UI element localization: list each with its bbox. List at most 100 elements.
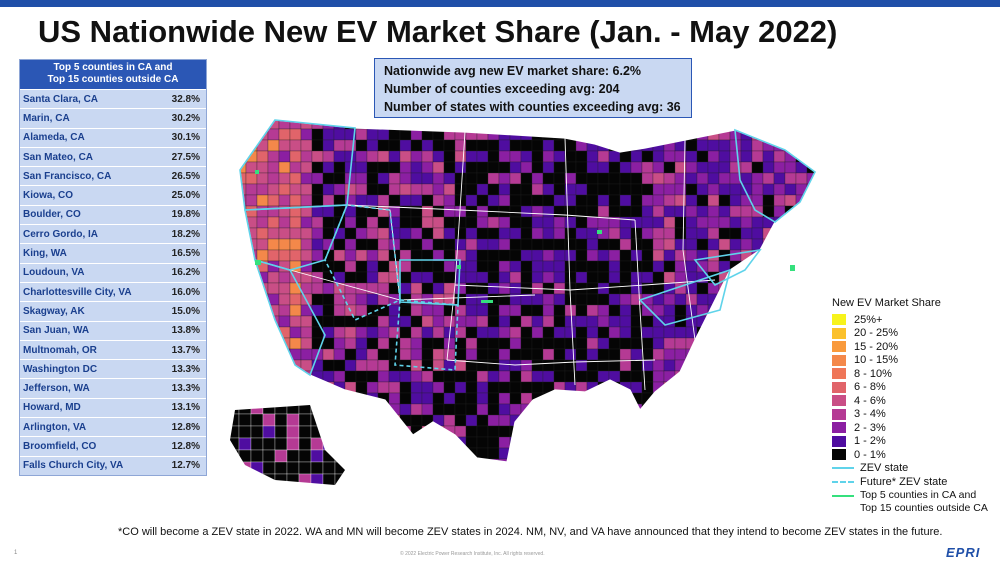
county-cell: [542, 205, 555, 218]
county-cell: [410, 172, 423, 185]
county-cell: [674, 304, 687, 317]
county-cell: [597, 249, 610, 262]
alaska-county-cell: [287, 486, 299, 498]
copyright: © 2022 Electric Power Research Institute…: [400, 551, 545, 557]
county-cell: [641, 227, 654, 240]
county-cell: [487, 282, 500, 295]
county-cell: [597, 282, 610, 295]
county-cell: [685, 172, 698, 185]
county-cell: [542, 260, 555, 273]
county-cell: [245, 315, 258, 328]
county-cell: [652, 447, 665, 460]
county-cell: [641, 260, 654, 273]
county-cell: [740, 381, 753, 394]
county-cell: [586, 304, 599, 317]
county-cell: [597, 271, 610, 284]
table-header-line2: Top 15 counties outside CA: [47, 74, 179, 85]
county-cell: [564, 436, 577, 449]
county-cell: [509, 120, 522, 130]
county-cell: [289, 381, 302, 394]
county-cell: [663, 436, 676, 449]
county-cell: [608, 403, 621, 416]
county-cell: [454, 304, 467, 317]
county-cell: [531, 128, 544, 141]
county-cell: [399, 150, 412, 163]
county-cell: [663, 205, 676, 218]
county-cell: [652, 150, 665, 163]
county-cell: [377, 403, 390, 416]
county-cell: [366, 315, 379, 328]
county-cell: [278, 120, 291, 130]
county-cell: [333, 370, 346, 383]
county-cell: [410, 216, 423, 229]
county-cell: [410, 260, 423, 273]
county-cell: [344, 150, 357, 163]
county-cell: [818, 448, 825, 459]
county-cell: [289, 216, 302, 229]
county-cell: [597, 447, 610, 460]
contiguous-us-counties: [240, 120, 825, 462]
county-cell: [520, 194, 533, 207]
county-cell: [608, 447, 621, 460]
county-cell: [542, 249, 555, 262]
county-cell: [652, 161, 665, 174]
county-cell: [256, 381, 269, 394]
county-cell: [575, 370, 588, 383]
county-cell: [652, 392, 665, 405]
county-share: 32.8%: [171, 93, 200, 105]
alaska-county-cell: [250, 461, 264, 475]
county-cell: [575, 172, 588, 185]
county-cell: [740, 293, 753, 306]
county-cell: [542, 414, 555, 427]
alaska-county-cell: [262, 449, 276, 463]
county-cell: [311, 238, 324, 251]
top-counties-table: Top 5 counties in CA and Top 15 counties…: [19, 59, 207, 476]
county-cell: [520, 348, 533, 361]
county-cell: [322, 425, 335, 438]
us-outline: [239, 119, 816, 463]
county-cell: [432, 172, 445, 185]
county-cell: [410, 271, 423, 284]
county-cell: [465, 304, 478, 317]
county-cell: [663, 260, 676, 273]
county-cell: [476, 120, 489, 130]
county-cell: [322, 414, 335, 427]
county-cell: [773, 293, 786, 306]
county-cell: [553, 183, 566, 196]
alaska-county-cell: [274, 473, 288, 485]
county-cell: [762, 359, 775, 372]
alaska-county-cell: [334, 461, 345, 475]
legend-bin: 2 - 3%: [832, 421, 997, 435]
county-cell: [575, 260, 588, 273]
county-cell: [311, 381, 324, 394]
county-cell: [278, 150, 291, 163]
county-cell: [553, 458, 566, 462]
legend-top-counties: Top 5 counties in CA and Top 15 counties…: [832, 489, 997, 515]
legend-swatch: [832, 422, 846, 434]
county-cell: [652, 194, 665, 207]
county-cell: [454, 172, 467, 185]
county-cell: [267, 128, 280, 141]
county-cell: [696, 150, 709, 163]
county-cell: [333, 139, 346, 152]
alaska-county-cell: [310, 413, 324, 427]
county-cell: [542, 194, 555, 207]
county-cell: [553, 359, 566, 372]
county-cell: [740, 150, 753, 163]
county-cell: [586, 139, 599, 152]
county-cell: [454, 216, 467, 229]
county-cell: [806, 139, 815, 152]
county-cell: [454, 293, 467, 306]
county-cell: [454, 183, 467, 196]
county-cell: [729, 370, 742, 383]
county-cell: [432, 414, 445, 427]
county-cell: [619, 293, 632, 306]
county-cell: [267, 348, 280, 361]
county-cell: [256, 238, 269, 251]
county-cell: [531, 260, 544, 273]
alaska-county-cell: [347, 402, 359, 414]
county-cell: [498, 227, 511, 240]
county-cell: [289, 315, 302, 328]
county-cell: [240, 150, 247, 163]
county-cell: [795, 260, 808, 273]
